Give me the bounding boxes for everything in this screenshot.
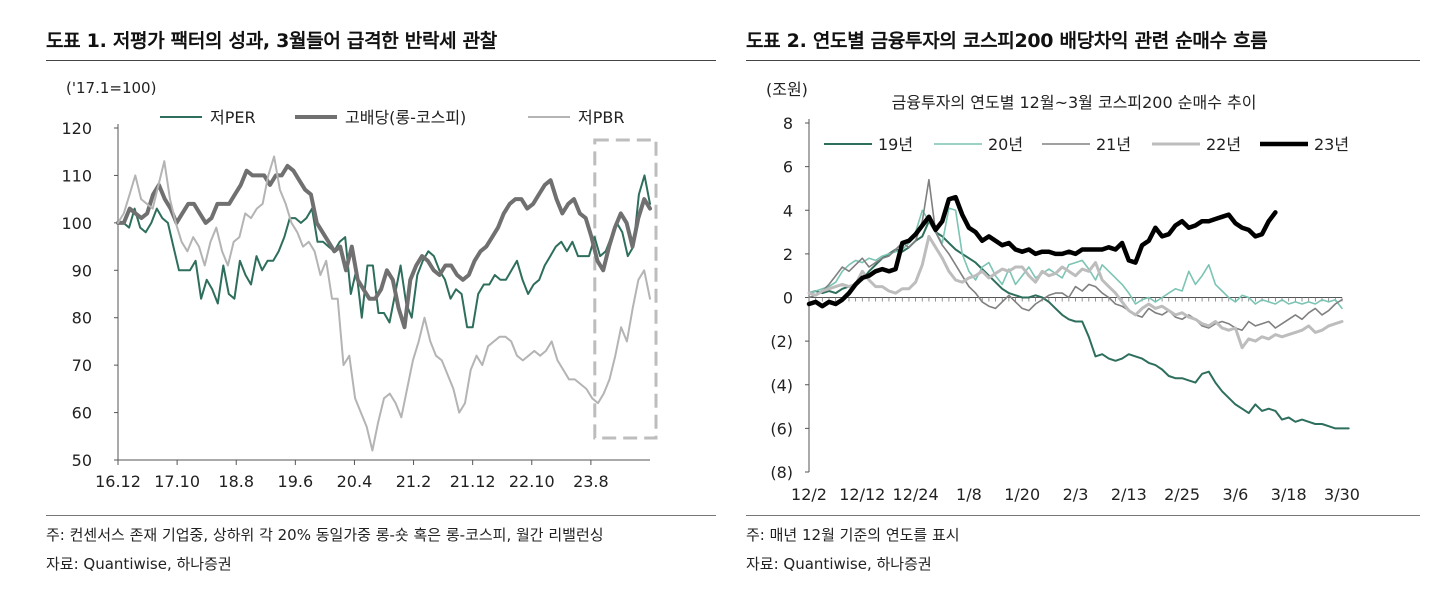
right-y-tick-label: 2 bbox=[783, 245, 793, 264]
right-legend-label: 21년 bbox=[1096, 135, 1131, 154]
left-y-tick-label: 110 bbox=[61, 166, 92, 185]
left-chart-title: 도표 1. 저평가 팩터의 성과, 3월들어 급격한 반락세 관찰 bbox=[46, 30, 497, 52]
right-y-tick-label: (6) bbox=[770, 419, 793, 438]
right-chart-title: 도표 2. 연도별 금융투자의 코스피200 배당차익 관련 순매수 흐름 bbox=[746, 30, 1268, 52]
right-x-tick-label: 3/18 bbox=[1271, 485, 1307, 504]
right-legend-label: 19년 bbox=[878, 135, 913, 154]
right-x-tick-label: 3/6 bbox=[1223, 485, 1249, 504]
right-legend-label: 20년 bbox=[988, 135, 1023, 154]
right-x-tick-label: 1/20 bbox=[1004, 485, 1040, 504]
right-x-tick-label: 12/24 bbox=[893, 485, 939, 504]
right-x-tick-label: 12/12 bbox=[839, 485, 885, 504]
left-unit-label: ('17.1=100) bbox=[66, 79, 156, 97]
left-x-tick-label: 19.6 bbox=[278, 472, 314, 491]
left-x-tick-label: 21.12 bbox=[450, 472, 496, 491]
right-y-tick-label: (4) bbox=[770, 376, 793, 395]
right-x-tick-label: 1/8 bbox=[956, 485, 982, 504]
left-x-tick-label: 21.2 bbox=[396, 472, 432, 491]
left-x-tick-label: 22.10 bbox=[509, 472, 555, 491]
left-footnote: 주: 컨센서스 존재 기업중, 상하위 각 20% 동일가중 롱-숏 혹은 롱-… bbox=[46, 526, 604, 544]
right-legend-label: 23년 bbox=[1314, 135, 1349, 154]
left-x-tick-label: 18.8 bbox=[218, 472, 254, 491]
right-y-tick-label: 4 bbox=[783, 201, 793, 220]
left-y-tick-label: 50 bbox=[72, 451, 92, 470]
left-series-line-1 bbox=[116, 163, 652, 330]
left-x-tick-label: 20.4 bbox=[337, 472, 373, 491]
left-x-tick-label: 16.12 bbox=[95, 472, 141, 491]
right-footer-rule bbox=[746, 515, 1420, 516]
left-y-tick-label: 80 bbox=[72, 309, 92, 328]
left-highlight-box bbox=[593, 138, 658, 440]
right-x-tick-label: 12/2 bbox=[791, 485, 827, 504]
right-footnote: 주: 매년 12월 기준의 연도를 표시 bbox=[746, 526, 960, 544]
right-legend-label: 22년 bbox=[1206, 135, 1241, 154]
left-source: 자료: Quantiwise, 하나증권 bbox=[46, 555, 232, 573]
left-footer-rule bbox=[46, 515, 716, 516]
right-series-line-4 bbox=[806, 194, 1278, 309]
right-y-tick-label: 6 bbox=[783, 158, 793, 177]
left-y-tick-label: 120 bbox=[61, 119, 92, 138]
left-series-line-2 bbox=[117, 155, 651, 452]
right-y-tick-label: (8) bbox=[770, 463, 793, 482]
left-y-tick-label: 100 bbox=[61, 214, 92, 233]
left-y-tick-label: 90 bbox=[72, 261, 92, 280]
left-chart: ('17.1=100) 50 60 70 80 90 100 110 120 16.12 17.1… bbox=[61, 79, 658, 491]
left-y-tick-label: 60 bbox=[72, 404, 92, 423]
right-y-tick-label: 8 bbox=[783, 114, 793, 133]
left-x-tick-label: 23.8 bbox=[573, 472, 609, 491]
right-y-tick-label: (2) bbox=[770, 332, 793, 351]
right-title-rule bbox=[746, 60, 1420, 61]
left-legend-label: 저PER bbox=[210, 108, 256, 127]
right-x-tick-label: 2/25 bbox=[1164, 485, 1200, 504]
left-y-tick-label: 70 bbox=[72, 356, 92, 375]
right-x-tick-label: 3/30 bbox=[1324, 485, 1360, 504]
left-legend-label: 고배당(롱-코스피) bbox=[345, 108, 466, 127]
right-x-tick-label: 2/13 bbox=[1111, 485, 1147, 504]
right-unit-label: (조원) bbox=[766, 80, 808, 99]
right-source: 자료: Quantiwise, 하나증권 bbox=[746, 555, 932, 573]
left-x-tick-label: 17.10 bbox=[154, 472, 200, 491]
right-x-tick-label: 2/3 bbox=[1063, 485, 1089, 504]
right-inner-chart-title: 금융투자의 연도별 12월~3월 코스피200 순매수 추이 bbox=[892, 93, 1257, 112]
left-panel: 도표 1. 저평가 팩터의 성과, 3월들어 급격한 반락세 관찰 ('17.1… bbox=[46, 30, 716, 573]
left-legend-label: 저PBR bbox=[578, 108, 624, 127]
right-series-line-2 bbox=[808, 178, 1343, 332]
left-title-rule bbox=[46, 60, 716, 61]
right-chart: (조원) 금융투자의 연도별 12월~3월 코스피200 순매수 추이 (8) (… bbox=[766, 80, 1360, 504]
right-series-line-3 bbox=[807, 234, 1344, 350]
left-series-line-0 bbox=[117, 174, 651, 329]
right-series-line-1 bbox=[808, 207, 1343, 310]
right-y-tick-label: 0 bbox=[783, 289, 793, 308]
right-panel: 도표 2. 연도별 금융투자의 코스피200 배당차익 관련 순매수 흐름 (조… bbox=[722, 0, 1442, 600]
